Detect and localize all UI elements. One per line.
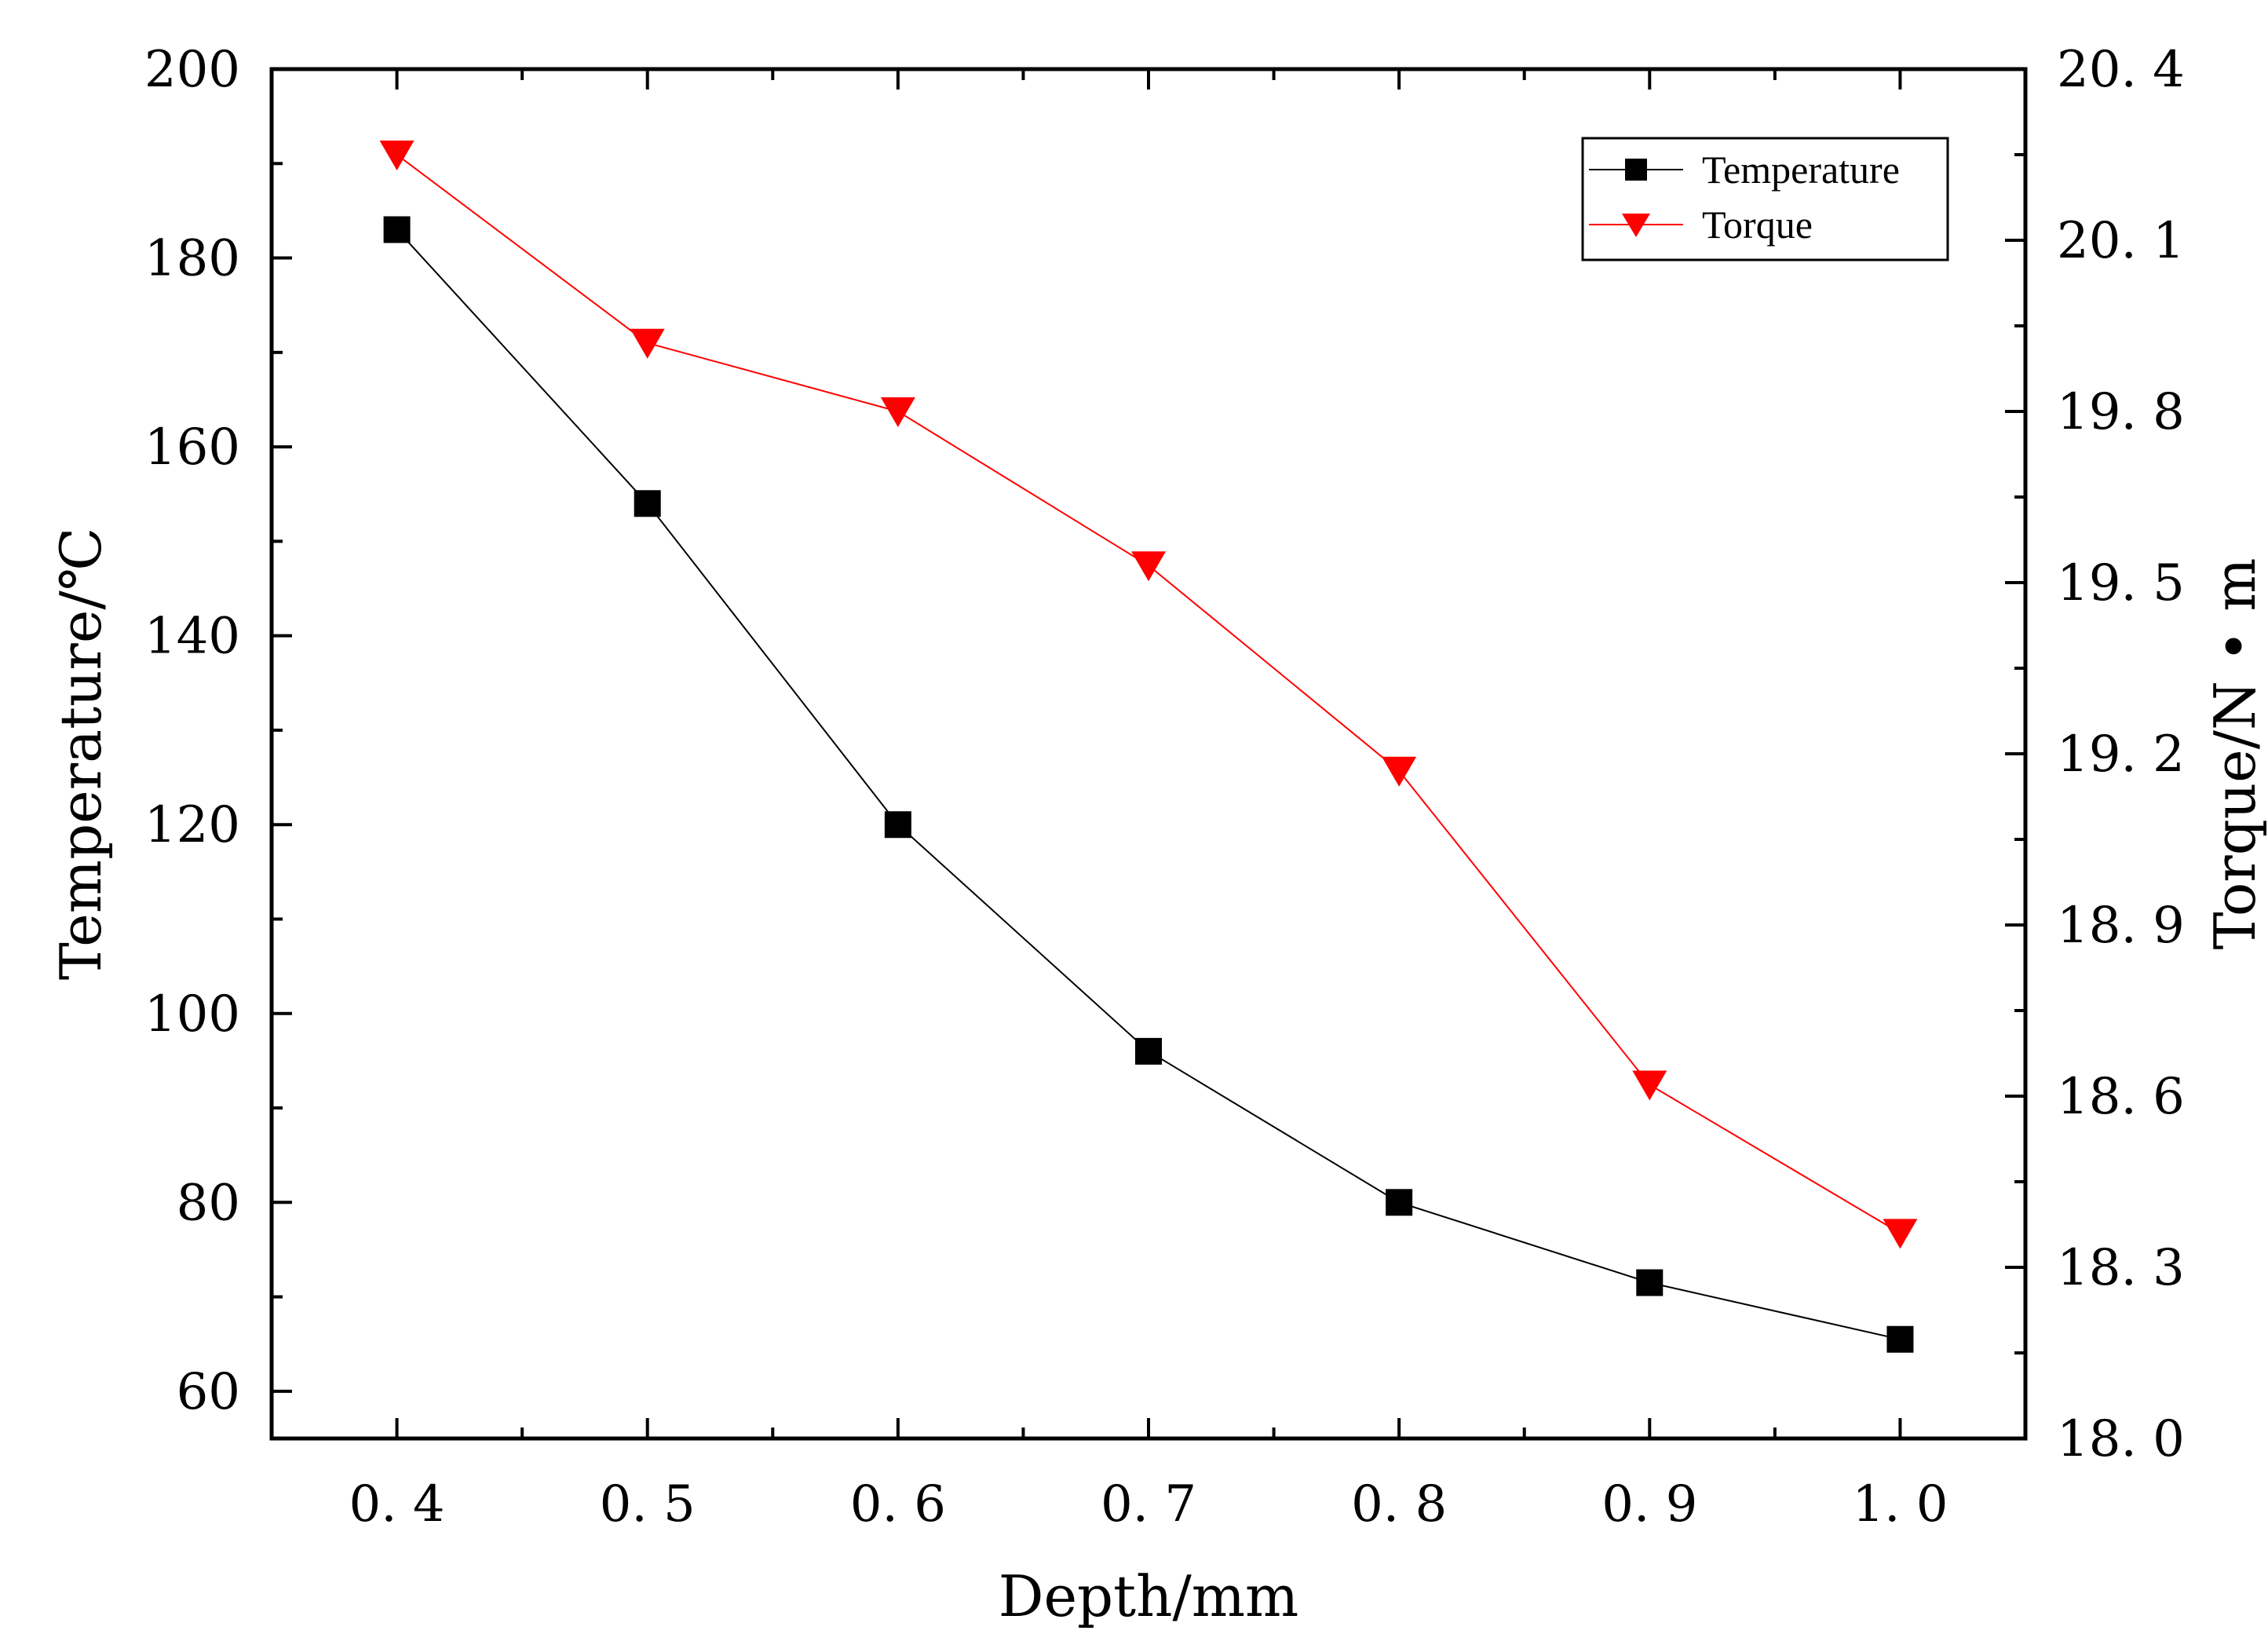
legend: Temperature Torque [1581, 137, 1949, 261]
x-tick-label: 0. 8 [1351, 1475, 1447, 1534]
y2-tick-label: 18. 6 [2057, 1068, 2185, 1126]
x-tick-label: 0. 4 [349, 1475, 445, 1534]
y2-tick-label: 18. 3 [2057, 1239, 2185, 1297]
y-axis-title: Temperature/℃ [48, 528, 114, 981]
y2-tick-label: 20. 1 [2057, 212, 2185, 270]
torque-point [1382, 756, 1417, 787]
temperature-point [1636, 1269, 1664, 1296]
legend-torque-label: Torque [1702, 203, 1813, 247]
temperature-point [884, 811, 911, 839]
temperature-point [634, 490, 661, 517]
y-axis-ticks: 60 80 100 120 140 160 180 200 [144, 41, 292, 1421]
temperature-series-line [396, 228, 1901, 1340]
legend-temperature-marker [1625, 159, 1647, 181]
y-tick-label: 60 [177, 1363, 240, 1421]
y-tick-label: 100 [144, 985, 240, 1044]
torque-series-line [396, 154, 1901, 1234]
legend-box [1581, 137, 1949, 261]
y2-tick-label: 20. 4 [2057, 41, 2185, 99]
torque-point [630, 328, 665, 359]
temperature-point [1886, 1325, 1914, 1353]
y-tick-label: 200 [144, 41, 240, 99]
x-tick-label: 0. 9 [1601, 1475, 1697, 1534]
y-tick-label: 180 [144, 230, 240, 288]
temperature-point [1135, 1037, 1162, 1065]
torque-point [880, 397, 915, 427]
y2-axis-title: Torque/N • m [2202, 557, 2268, 949]
legend-torque-marker [1622, 214, 1650, 237]
y2-axis-ticks: 18. 0 18. 3 18. 6 18. 9 19. 2 19. 5 19. 8 20. 1… [2005, 41, 2185, 1468]
x-axis-ticks: 0. 4 0. 5 0. 6 0. 7 0. 8 0. 9 1. 0 [349, 69, 1948, 1534]
torque-point [1883, 1219, 1918, 1249]
y2-tick-label: 18. 9 [2057, 897, 2185, 955]
y2-tick-label: 19. 8 [2057, 383, 2185, 441]
legend-temperature-label: Temperature [1702, 148, 1900, 192]
x-tick-label: 0. 5 [600, 1475, 696, 1534]
temperature-point [383, 216, 411, 243]
x-tick-label: 0. 7 [1101, 1475, 1196, 1534]
torque-point [1632, 1070, 1667, 1101]
y2-tick-label: 19. 2 [2057, 726, 2185, 784]
x-tick-label: 1. 0 [1852, 1475, 1948, 1534]
temperature-point [1386, 1189, 1413, 1216]
x-tick-label: 0. 6 [850, 1475, 946, 1534]
plot-frame [269, 67, 2028, 1441]
y2-tick-label: 19. 5 [2057, 554, 2185, 612]
y-tick-label: 80 [177, 1174, 240, 1232]
torque-point [1131, 551, 1166, 582]
x-axis-title: Depth/mm [999, 1563, 1299, 1629]
y2-tick-label: 18. 0 [2057, 1410, 2185, 1468]
series-layer [379, 141, 1918, 1353]
torque-point [379, 141, 415, 170]
y-tick-label: 120 [144, 796, 240, 854]
y-tick-label: 160 [144, 419, 240, 477]
y-tick-label: 140 [144, 608, 240, 666]
